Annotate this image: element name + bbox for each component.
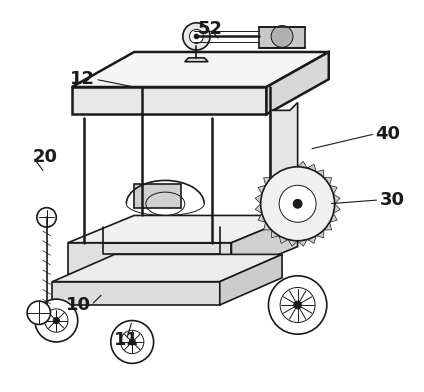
- Polygon shape: [279, 236, 288, 243]
- Circle shape: [190, 29, 204, 44]
- Polygon shape: [220, 254, 282, 305]
- Polygon shape: [185, 58, 208, 62]
- Text: 10: 10: [66, 296, 91, 314]
- Circle shape: [35, 299, 78, 342]
- Circle shape: [120, 330, 144, 354]
- Polygon shape: [288, 240, 298, 246]
- Polygon shape: [324, 222, 332, 230]
- Circle shape: [129, 339, 135, 345]
- Polygon shape: [307, 236, 316, 243]
- Circle shape: [27, 301, 50, 325]
- Polygon shape: [68, 216, 298, 243]
- Polygon shape: [279, 164, 288, 172]
- Polygon shape: [264, 222, 271, 230]
- Circle shape: [45, 309, 68, 332]
- Circle shape: [268, 276, 327, 334]
- Polygon shape: [134, 184, 181, 208]
- Polygon shape: [72, 87, 267, 114]
- Text: 11: 11: [114, 331, 139, 349]
- Polygon shape: [255, 194, 262, 204]
- Circle shape: [37, 208, 56, 227]
- Circle shape: [294, 301, 301, 309]
- Polygon shape: [259, 27, 305, 48]
- Polygon shape: [298, 240, 307, 246]
- Circle shape: [279, 185, 316, 222]
- Polygon shape: [329, 213, 337, 222]
- Polygon shape: [307, 164, 316, 172]
- Circle shape: [183, 23, 210, 50]
- Polygon shape: [271, 170, 279, 178]
- Polygon shape: [324, 178, 332, 185]
- Circle shape: [53, 318, 59, 324]
- Polygon shape: [255, 204, 262, 213]
- Polygon shape: [288, 162, 298, 168]
- Polygon shape: [333, 204, 340, 213]
- Text: 40: 40: [376, 125, 401, 143]
- Text: 30: 30: [379, 191, 404, 209]
- Polygon shape: [316, 230, 324, 238]
- Polygon shape: [232, 216, 298, 274]
- Circle shape: [261, 167, 335, 241]
- Polygon shape: [258, 185, 265, 194]
- Polygon shape: [271, 230, 279, 238]
- Polygon shape: [316, 170, 324, 178]
- Circle shape: [111, 321, 153, 363]
- Circle shape: [280, 287, 315, 323]
- Text: 52: 52: [198, 20, 223, 38]
- Polygon shape: [264, 178, 271, 185]
- Text: 20: 20: [33, 148, 58, 166]
- Text: 12: 12: [70, 70, 95, 88]
- Polygon shape: [298, 162, 307, 168]
- Polygon shape: [53, 254, 282, 281]
- Circle shape: [271, 25, 293, 47]
- Polygon shape: [72, 52, 329, 87]
- Polygon shape: [333, 194, 340, 204]
- Polygon shape: [258, 213, 265, 222]
- Circle shape: [194, 34, 199, 39]
- Polygon shape: [271, 103, 298, 235]
- Circle shape: [293, 200, 302, 208]
- Polygon shape: [68, 243, 232, 274]
- Polygon shape: [53, 281, 220, 305]
- Polygon shape: [267, 52, 329, 114]
- Polygon shape: [329, 185, 337, 194]
